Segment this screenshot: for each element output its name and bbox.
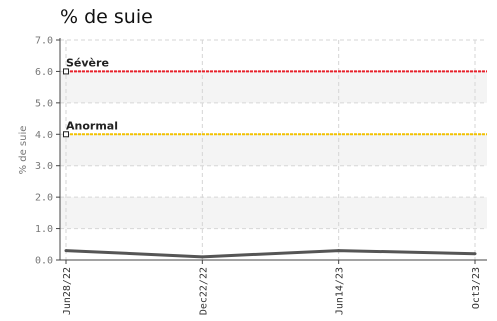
data-point <box>64 249 68 253</box>
threshold-marker <box>63 131 69 138</box>
x-tick-label: Dec22/22 <box>198 267 209 315</box>
chart-title: % de suie <box>60 6 153 28</box>
y-tick-label: 4.0 <box>35 130 53 141</box>
data-point <box>473 252 477 256</box>
x-tick-label: Jun14/23 <box>335 267 346 315</box>
threshold-label: Sévère <box>66 56 109 69</box>
data-point <box>337 249 341 253</box>
x-tick-label: Jun28/22 <box>62 267 73 315</box>
y-tick-label: 6.0 <box>35 67 53 78</box>
y-tick-label: 7.0 <box>35 36 53 47</box>
threshold-marker <box>63 68 69 75</box>
y-tick-label: 5.0 <box>35 98 53 109</box>
x-tick-label: Oct3/23 <box>471 267 482 309</box>
y-tick-label: 0.0 <box>35 256 53 267</box>
series-line <box>65 249 476 259</box>
y-tick-label: 3.0 <box>35 161 53 172</box>
data-point <box>200 255 204 259</box>
y-axis-label: % de suie <box>18 126 29 175</box>
grid-band <box>60 197 487 229</box>
grid-band <box>60 134 487 166</box>
y-tick-label: 1.0 <box>35 224 53 235</box>
threshold-label: Anormal <box>66 119 118 132</box>
y-tick-label: 2.0 <box>35 193 53 204</box>
grid-band <box>60 71 487 103</box>
